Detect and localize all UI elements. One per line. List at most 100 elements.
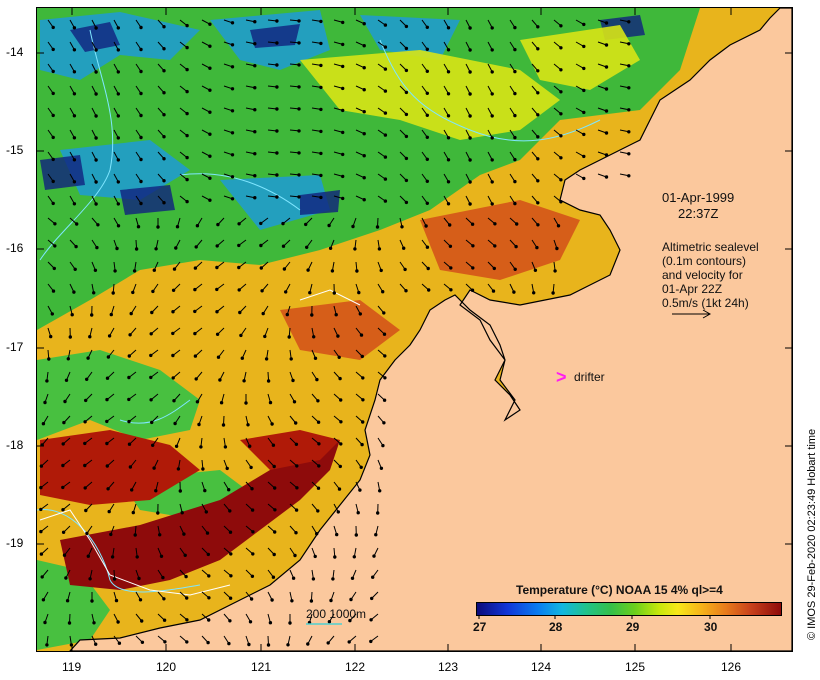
- velocity-arrow-head: [106, 355, 111, 359]
- velocity-arrow-head: [171, 376, 175, 380]
- velocity-arrow-head: [185, 155, 189, 160]
- velocity-arrow-head: [185, 67, 189, 72]
- velocity-arrow-head: [275, 107, 279, 111]
- velocity-arrow-head: [114, 598, 119, 603]
- velocity-arrow-head: [378, 489, 382, 493]
- velocity-arrow-head: [227, 641, 231, 646]
- velocity-arrow-head: [237, 243, 241, 248]
- velocity-arrow-head: [247, 642, 251, 647]
- velocity-arrow-head: [239, 333, 243, 338]
- velocity-arrow-head: [185, 45, 189, 50]
- velocity-arrow-head: [275, 85, 279, 89]
- velocity-arrow-head: [207, 618, 211, 622]
- velocity-arrow-head: [555, 246, 559, 251]
- velocity-arrow-head: [203, 488, 207, 493]
- velocity-arrow-head: [208, 154, 212, 158]
- velocity-arrow-head: [404, 112, 409, 117]
- velocity-arrow-head: [193, 266, 198, 270]
- lon-label: 119: [62, 660, 82, 674]
- velocity-arrow-head: [185, 618, 189, 622]
- velocity-arrow-head: [249, 465, 253, 470]
- velocity-arrow-head: [559, 24, 563, 28]
- velocity-arrow-head: [559, 200, 563, 204]
- velocity-arrow-head: [559, 112, 563, 116]
- velocity-arrow-head: [402, 246, 406, 250]
- drifter-marker: >: [556, 367, 567, 387]
- velocity-arrow-head: [61, 463, 65, 468]
- velocity-arrow-head: [139, 25, 143, 30]
- velocity-arrow-head: [306, 268, 310, 272]
- velocity-arrow-head: [471, 244, 475, 248]
- velocity-arrow-head: [449, 266, 453, 270]
- velocity-arrow-head: [382, 398, 387, 402]
- velocity-arrow-head: [319, 151, 323, 156]
- velocity-arrow-head: [341, 42, 345, 47]
- temperature-colorbar: [476, 602, 782, 616]
- velocity-arrow-head: [72, 70, 77, 74]
- velocity-arrow-head: [85, 377, 89, 381]
- velocity-arrow-head: [133, 533, 137, 537]
- velocity-arrow-head: [139, 47, 143, 52]
- velocity-arrow-head: [293, 553, 297, 558]
- velocity-arrow-head: [246, 423, 250, 427]
- velocity-arrow-head: [404, 68, 409, 73]
- velocity-arrow-head: [230, 153, 235, 157]
- velocity-arrow-head: [107, 509, 111, 514]
- velocity-arrow-head: [185, 640, 189, 644]
- velocity-arrow-head: [471, 266, 475, 270]
- velocity-arrow-head: [195, 400, 200, 404]
- velocity-arrow-head: [536, 25, 540, 29]
- velocity-arrow-head: [193, 354, 198, 358]
- velocity-arrow-head: [223, 445, 228, 449]
- velocity-arrow-head: [514, 244, 518, 249]
- velocity-arrow-head: [242, 379, 246, 383]
- velocity-arrow-head: [237, 288, 241, 292]
- velocity-arrow-head: [162, 91, 166, 95]
- velocity-arrow-head: [404, 289, 408, 293]
- map-frame: [36, 7, 793, 652]
- velocity-arrow-head: [468, 202, 472, 206]
- velocity-arrow-head: [159, 554, 164, 558]
- velocity-arrow-head: [383, 155, 388, 159]
- velocity-arrow-head: [383, 199, 388, 203]
- map-time: 22:37Z: [678, 206, 719, 221]
- velocity-arrow-head: [139, 113, 143, 118]
- velocity-arrow-head: [171, 310, 175, 314]
- velocity-arrow-head: [84, 398, 88, 403]
- velocity-arrow-head: [150, 420, 154, 425]
- velocity-arrow-head: [468, 26, 472, 30]
- velocity-arrow-head: [319, 195, 323, 200]
- velocity-arrow-head: [116, 158, 121, 162]
- velocity-arrow-head: [116, 48, 121, 52]
- velocity-arrow-head: [376, 511, 380, 515]
- velocity-arrow-head: [51, 157, 55, 162]
- velocity-arrow-head: [427, 288, 431, 292]
- velocity-arrow-head: [627, 174, 631, 178]
- velocity-arrow-head: [359, 333, 364, 337]
- velocity-arrow-head: [135, 555, 139, 559]
- velocity-arrow-head: [383, 89, 388, 93]
- velocity-arrow-head: [490, 26, 494, 30]
- velocity-arrow-head: [116, 92, 121, 96]
- velocity-arrow-head: [259, 221, 263, 226]
- velocity-arrow-head: [253, 86, 257, 90]
- velocity-arrow-head: [230, 87, 235, 91]
- velocity-arrow-head: [72, 92, 77, 96]
- velocity-arrow-head: [354, 533, 358, 537]
- velocity-arrow-head: [536, 113, 540, 117]
- velocity-arrow-head: [230, 65, 235, 69]
- velocity-arrow-head: [110, 555, 115, 559]
- velocity-arrow-head: [272, 464, 276, 469]
- velocity-arrow-head: [109, 312, 114, 317]
- velocity-arrow-head: [319, 173, 323, 178]
- velocity-arrow-head: [94, 70, 98, 74]
- velocity-arrow-head: [513, 179, 517, 184]
- velocity-arrow-head: [41, 422, 46, 426]
- velocity-arrow-head: [582, 22, 586, 27]
- velocity-arrow-head: [201, 467, 205, 471]
- velocity-arrow-head: [446, 158, 451, 162]
- velocity-arrow-head: [627, 20, 631, 24]
- velocity-arrow-head: [334, 313, 338, 317]
- velocity-arrow-head: [425, 25, 429, 29]
- velocity-arrow-head: [64, 576, 68, 580]
